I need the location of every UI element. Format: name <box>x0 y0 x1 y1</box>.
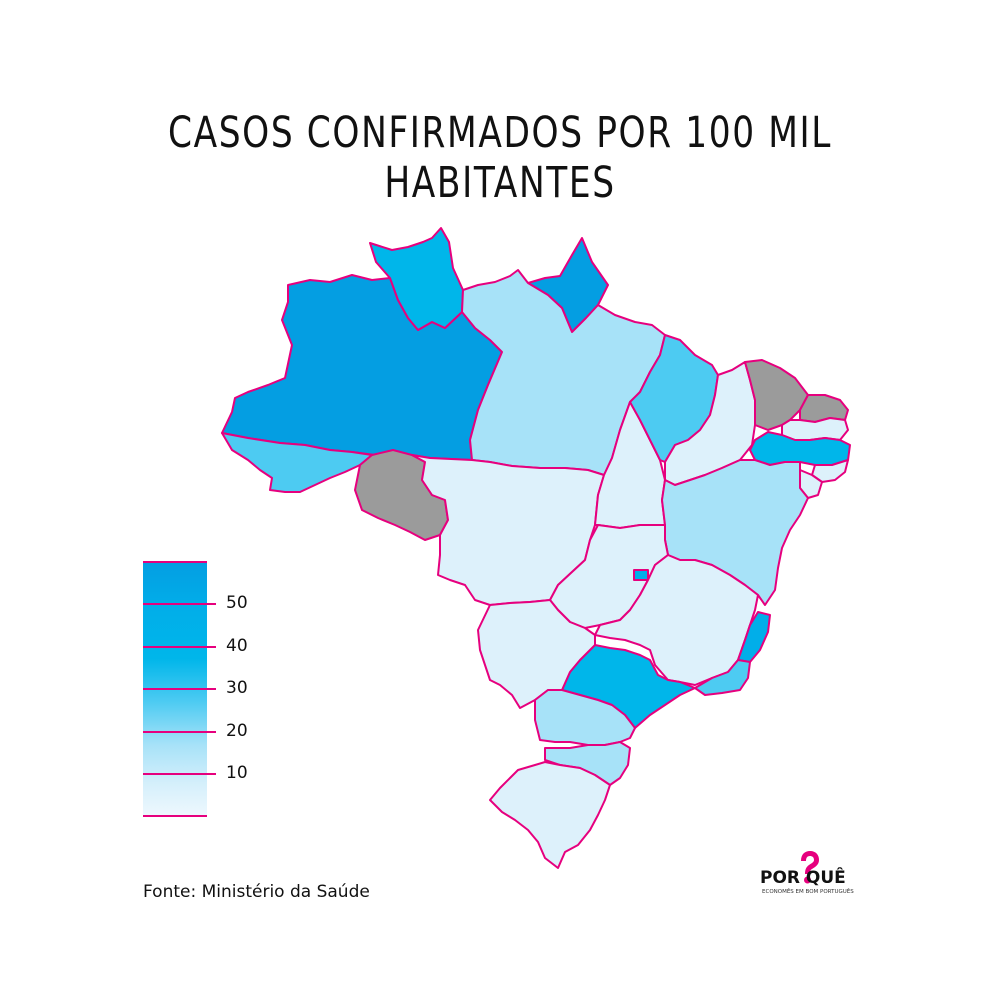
legend-divider <box>143 603 207 605</box>
legend-tick <box>207 731 216 733</box>
legend-divider <box>143 731 207 733</box>
legend-divider <box>143 646 207 648</box>
region-RS <box>489 761 611 869</box>
map-title: CASOS CONFIRMADOS POR 100 MIL HABITANTES <box>167 108 833 208</box>
legend-label-10: 10 <box>226 763 248 783</box>
region-PB <box>781 417 849 441</box>
porque-logo: POR QUÊ ECONOMÊS EM BOM PORTUGUÊS <box>760 850 860 900</box>
region-MS <box>477 599 596 709</box>
legend-label-30: 30 <box>226 678 248 698</box>
legend-divider <box>143 688 207 690</box>
legend-tick <box>207 646 216 648</box>
legend-label-50: 50 <box>226 593 248 613</box>
question-mark-icon <box>801 851 819 884</box>
legend-label-20: 20 <box>226 721 248 741</box>
source-note: Fonte: Ministério da Saúde <box>143 882 370 902</box>
legend-divider <box>143 561 207 563</box>
region-DF <box>633 569 649 581</box>
legend-divider <box>143 815 207 817</box>
legend-tick <box>207 603 216 605</box>
region-RJ <box>694 659 751 696</box>
region-AC <box>221 432 373 493</box>
region-RN <box>799 394 849 423</box>
legend-label-40: 40 <box>226 636 248 656</box>
legend-tick <box>207 773 216 775</box>
logo-wordmark: POR QUÊ <box>760 868 846 888</box>
legend-divider <box>143 773 207 775</box>
logo-tagline: ECONOMÊS EM BOM PORTUGUÊS <box>762 889 854 895</box>
legend-tick <box>207 688 216 690</box>
